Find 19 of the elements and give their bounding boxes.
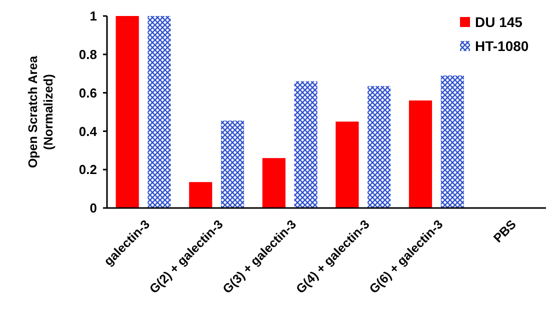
bar — [220, 120, 244, 208]
y-axis-title: Open Scratch Area (Normalized) — [26, 54, 56, 168]
legend-label: DU 145 — [475, 14, 523, 30]
y-tick-label: 1 — [90, 8, 97, 24]
y-tick-label: 0.2 — [78, 162, 97, 178]
bar — [116, 16, 139, 208]
bar — [336, 122, 359, 208]
legend-label: HT-1080 — [475, 38, 529, 54]
y-tick-label: 0.8 — [78, 46, 97, 62]
y-tick-label: 0.4 — [78, 124, 98, 139]
bar — [262, 158, 286, 208]
bar — [189, 182, 212, 208]
bar — [440, 76, 464, 208]
y-tick-label: 0 — [90, 200, 97, 216]
y-tick-label: 0.6 — [78, 85, 97, 100]
bar — [294, 81, 318, 208]
bar — [148, 16, 171, 208]
bar — [368, 86, 391, 208]
bar — [408, 100, 432, 208]
